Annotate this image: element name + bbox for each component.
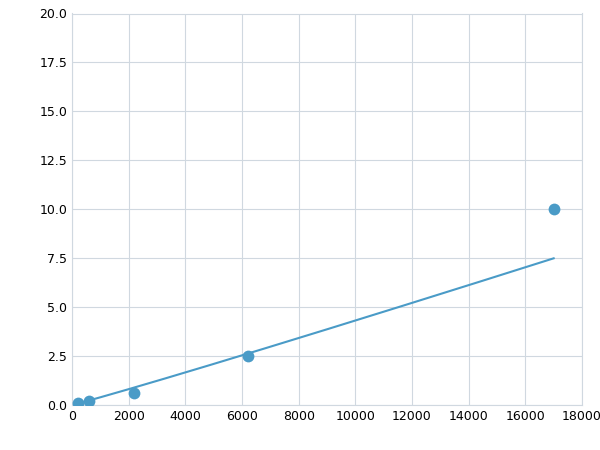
Point — [549, 206, 559, 213]
Point — [243, 352, 253, 360]
Point — [73, 400, 82, 407]
Point — [84, 397, 94, 405]
Point — [130, 390, 139, 397]
